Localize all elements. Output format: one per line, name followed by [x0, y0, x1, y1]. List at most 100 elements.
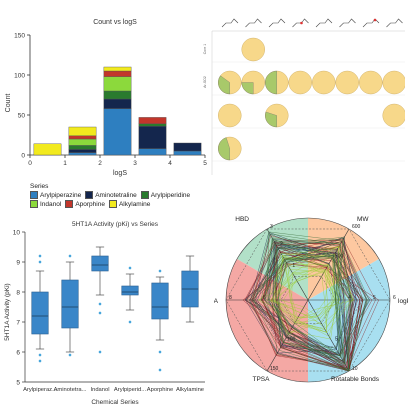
box — [31, 291, 49, 335]
radar-tick-label: 600 — [352, 224, 361, 230]
bar-segment — [68, 149, 97, 153]
radar-series-line — [268, 254, 339, 353]
outlier-point — [38, 254, 42, 258]
radar-series-line — [251, 233, 367, 362]
legend-item: Arylpiperazine — [30, 191, 81, 199]
radar-series-line — [259, 264, 329, 318]
bar-segment — [103, 66, 132, 72]
legend-label: Arylpiperidine — [150, 191, 191, 199]
bar-segment — [103, 70, 132, 77]
bar-segment — [33, 143, 62, 156]
outlier-point — [98, 350, 102, 354]
bar-segment — [173, 150, 202, 156]
legend-item: Arylpiperidine — [140, 191, 191, 199]
legend-item: Alkylamine — [108, 200, 151, 208]
x-tick-label: Arylpiperaz... — [23, 387, 57, 393]
pie-grid-chart: Core 1 Ar-SO2 — [203, 18, 405, 175]
radar-series-line — [272, 253, 335, 324]
pie-slice — [241, 82, 254, 95]
legend-label: Aporphine — [75, 200, 105, 208]
radar-axis-label: TPSA — [253, 376, 271, 383]
legend-swatch — [30, 200, 38, 208]
legend-item: Aporphine — [65, 200, 105, 208]
x-tick-label: Aminotetra... — [54, 387, 87, 393]
radar-series-line — [280, 255, 332, 317]
legend-item: Aminotetraline — [85, 191, 137, 199]
structure-fragment-icon — [268, 18, 286, 28]
bar-segment — [68, 126, 97, 137]
pie-slice — [218, 137, 230, 161]
outlier-point — [68, 254, 72, 258]
radar-series-line — [274, 268, 341, 319]
outlier-point — [98, 302, 102, 306]
x-tick-label: Indanol — [90, 387, 109, 393]
radar-series-line — [291, 245, 353, 329]
radar-series-line — [275, 236, 345, 359]
bar-segment — [68, 135, 97, 140]
boxplot-y-label: 5HT1A Activity (pKi) — [4, 283, 11, 340]
y-tick-label: 150 — [14, 33, 25, 40]
radar-axis-label: logP — [398, 298, 408, 305]
structure-fragment-icon — [362, 18, 380, 28]
outlier-point — [68, 353, 72, 357]
row-label: Core 1 — [203, 44, 207, 55]
x-tick-label: Alkylamine — [176, 387, 204, 393]
y-tick-label: 0 — [21, 153, 25, 160]
x-tick-label: 1 — [63, 160, 67, 167]
pie-circle — [288, 70, 312, 95]
radar-axis-label: Rotatable Bonds — [331, 376, 380, 383]
legend-item: Indanol — [30, 200, 61, 208]
box — [91, 255, 109, 272]
box — [121, 285, 139, 296]
radar-series-line — [263, 250, 354, 368]
radar-series-line — [260, 239, 346, 365]
pie-slice — [218, 75, 230, 95]
outlier-point — [158, 350, 162, 354]
boxplot-x-label: Chemical Series — [91, 399, 139, 406]
x-tick-label: 3 — [133, 160, 137, 167]
outlier-point — [38, 359, 42, 363]
outlier-point — [128, 320, 132, 324]
legend-title: Series — [30, 183, 49, 190]
structure-fragment-icon — [386, 18, 403, 28]
radar-series-line — [284, 247, 340, 337]
bar-segment — [103, 90, 132, 100]
radar-series-line — [283, 253, 355, 323]
x-tick-label: 5 — [203, 160, 207, 167]
radar-series-line — [265, 247, 364, 357]
histogram-title: Count vs logS — [93, 19, 137, 26]
radar-tick-label: 500 — [335, 253, 344, 259]
pie-circle — [335, 70, 359, 95]
radar-series-line — [270, 265, 335, 336]
pie-circle — [312, 70, 336, 95]
histogram-x-label: logS — [113, 170, 127, 177]
pie-slice — [265, 111, 277, 128]
outlier-point — [128, 266, 132, 270]
pie-circle — [241, 37, 265, 62]
y-tick-label: 50 — [18, 113, 26, 120]
y-tick-label: 6 — [16, 350, 20, 357]
y-tick-label: 9 — [16, 260, 20, 267]
boxplot-title: 5HT1A Activity (pKi) vs Series — [72, 221, 159, 228]
radar-series-line — [278, 240, 351, 371]
radar-tick-label: 5 — [373, 295, 376, 301]
bar-segment — [103, 76, 132, 92]
y-tick-label: 5 — [16, 380, 20, 387]
structure-attachment-dot — [300, 21, 303, 25]
radar-tick-label: 8 — [229, 295, 232, 301]
radar-series-line — [250, 242, 362, 366]
pie-slice — [265, 70, 277, 95]
legend-label: Alkylamine — [118, 200, 151, 208]
radar-series-line — [244, 243, 353, 364]
legend-label: Arylpiperazine — [40, 191, 82, 199]
radar-tick-label: 3 — [270, 224, 273, 230]
structure-fragment-icon — [339, 18, 356, 28]
structure-attachment-dot — [373, 18, 377, 22]
box — [151, 282, 169, 320]
radar-tick-label: 6 — [393, 295, 396, 301]
histogram-legend: Series Arylpiperazine Aminotetraline Arylp… — [30, 183, 200, 208]
radar-axis-label: HBA — [214, 298, 219, 305]
outlier-point — [158, 269, 162, 273]
bar-segment — [173, 142, 202, 152]
legend-swatch — [108, 200, 117, 208]
